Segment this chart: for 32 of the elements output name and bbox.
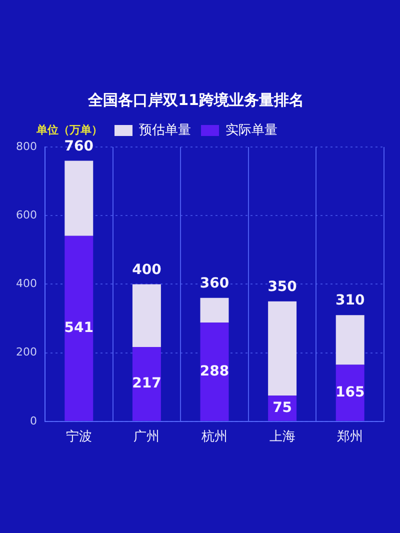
total-label: 360 [200,276,230,292]
y-tick-label: 0 [30,414,37,428]
total-label: 350 [268,278,298,295]
bar [64,160,94,236]
chart-title: 全国各口岸双11跨境业务量排名 [87,90,304,109]
x-tick-label: 杭州 [200,430,228,445]
y-axis-title: 单位（万单） [36,123,102,136]
y-tick-label: 200 [16,346,37,359]
data-label: 217 [132,376,162,392]
y-tick-label: 400 [16,277,37,290]
total-label: 760 [64,138,94,154]
legend-label: 实际单量 [226,122,278,138]
x-tick-label: 上海 [269,430,296,445]
total-label: 400 [132,262,162,278]
data-label: 541 [64,320,94,336]
bar [132,284,161,347]
data-label: 165 [335,384,365,400]
x-tick-label: 广州 [134,430,160,445]
bar [336,315,364,365]
x-tick-label: 宁波 [66,428,92,445]
bar [200,322,229,421]
legend-label: 预估单量 [139,122,191,138]
bar [132,346,161,421]
data-label: 288 [200,363,230,380]
bar [200,298,229,323]
bar [268,301,297,396]
x-tick-label: 郑州 [337,430,364,445]
y-tick-label: 600 [16,208,37,222]
data-label: 75 [272,400,292,416]
total-label: 310 [335,292,365,309]
y-tick-label: 800 [16,140,37,153]
bar [64,236,94,421]
